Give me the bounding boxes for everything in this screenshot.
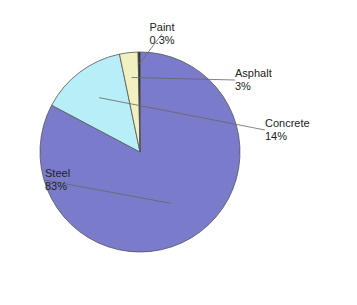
slice-label: Steel83% [45,167,70,192]
labels: Steel83% Concrete14% Asphalt3% Paint0.3% [45,21,310,203]
value-label: 3% [235,80,251,92]
slices [40,52,240,252]
category-label: Paint [149,21,174,33]
value-label: 83% [45,180,67,192]
leader-line [45,180,171,203]
category-label: Concrete [265,117,310,129]
category-label: Asphalt [235,67,272,79]
pie-slice [138,52,140,152]
leader-line [99,98,265,130]
value-label: 14% [265,130,287,142]
slice-label: Concrete14% [265,117,310,142]
chart-container: Steel83% Concrete14% Asphalt3% Paint0.3% [0,0,357,305]
pie-chart: Steel83% Concrete14% Asphalt3% Paint0.3% [0,0,357,305]
slice-label: Paint0.3% [149,21,174,46]
slice-label: Asphalt3% [235,67,272,92]
leader-line [132,77,235,80]
value-label: 0.3% [149,34,174,46]
category-label: Steel [45,167,70,179]
pie-slice [40,52,240,252]
